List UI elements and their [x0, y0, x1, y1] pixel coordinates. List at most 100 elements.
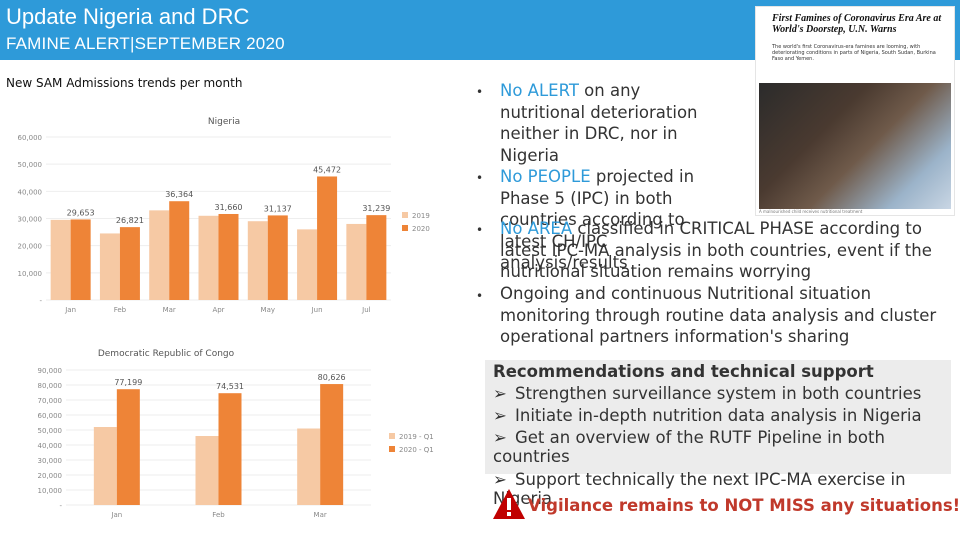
bar-2020 — [366, 215, 387, 300]
x-tick-label: Jan — [64, 306, 76, 314]
data-label: 26,821 — [116, 216, 144, 225]
data-label: 31,137 — [264, 204, 292, 213]
arrow-bullet-icon: ➢ — [493, 428, 507, 447]
bullet-dot: • — [476, 171, 484, 185]
x-tick-label: Feb — [212, 511, 225, 519]
bar-2020-q1 — [218, 393, 242, 505]
data-label: 29,653 — [67, 208, 95, 217]
bar-2020 — [169, 201, 190, 300]
y-tick-label: - — [39, 297, 42, 305]
y-tick-label: 50,000 — [38, 427, 63, 435]
legend-label: 2020 — [412, 225, 430, 233]
bullet-dot: • — [476, 289, 484, 303]
warning-icon — [493, 489, 525, 519]
bullet-highlight: No PEOPLE — [500, 167, 591, 186]
recommendation-item: ➢ Initiate in-depth nutrition data analys… — [493, 406, 922, 425]
bullet-dot: • — [476, 85, 484, 99]
bar-2019 — [346, 223, 367, 300]
recommendation-item: ➢ Strengthen surveillance system in both … — [493, 384, 921, 403]
arrow-bullet-icon: ➢ — [493, 406, 507, 425]
bar-2019 — [149, 210, 170, 300]
data-label: 77,199 — [114, 378, 142, 387]
y-tick-label: 90,000 — [38, 367, 63, 375]
bullet-text: Ongoing and continuous Nutritional situa… — [500, 283, 950, 348]
bullet-rest: on any nutritional deterioration neither… — [500, 81, 698, 165]
arrow-bullet-icon: ➢ — [493, 384, 507, 403]
y-tick-label: - — [59, 502, 62, 510]
legend-label: 2019 — [412, 212, 430, 220]
bullet-rest: projected in Phase 5 (IPC) in both count… — [500, 167, 695, 272]
y-tick-label: 40,000 — [38, 442, 63, 450]
y-tick-label: 20,000 — [38, 472, 63, 480]
bar-2019 — [198, 215, 219, 300]
y-tick-label: 40,000 — [18, 188, 43, 196]
y-tick-label: 60,000 — [18, 134, 43, 142]
nigeria-bar-chart: - 10,000 20,000 30,000 40,000 50,000 60,000 Nig… — [18, 117, 430, 314]
bullet-highlight: No ALERT — [500, 81, 579, 100]
bar-2019 — [297, 229, 318, 300]
data-label: 36,364 — [165, 190, 193, 199]
vigilance-message: Vigilance remains to NOT MISS any situat… — [528, 496, 960, 515]
bar-2019 — [247, 221, 268, 300]
y-tick-label: 80,000 — [38, 382, 63, 390]
x-tick-label: Mar — [314, 511, 327, 519]
data-label: 80,626 — [318, 373, 346, 382]
recommendation-item: ➢ Get an overview of the RUTF Pipeline in… — [493, 428, 933, 466]
bullet-dot: • — [476, 223, 484, 237]
x-tick-label: Feb — [114, 306, 127, 314]
bar-2019-q1 — [195, 436, 219, 505]
x-tick-label: May — [261, 306, 275, 314]
arrow-bullet-icon: ➢ — [493, 470, 507, 489]
bar-2019 — [99, 233, 120, 300]
y-tick-label: 10,000 — [18, 270, 43, 278]
legend-swatch — [389, 433, 395, 439]
data-label: 31,660 — [215, 203, 243, 212]
recommendation-text: Initiate in-depth nutrition data analysi… — [515, 406, 922, 425]
news-caption: A malnourished child receives nutritiona… — [759, 209, 863, 214]
drc-bar-chart: - 10,000 20,000 30,000 40,000 50,000 60,000 70,… — [38, 349, 434, 519]
bar-2020-q1 — [116, 389, 140, 505]
x-tick-label: Jun — [311, 306, 323, 314]
bar-2020 — [267, 215, 288, 300]
y-tick-label: 30,000 — [18, 216, 43, 224]
bullet-highlight: No AREA — [500, 219, 573, 238]
x-tick-label: Jan — [110, 511, 122, 519]
y-tick-label: 20,000 — [18, 243, 43, 251]
recommendation-text: Strengthen surveillance system in both c… — [515, 384, 922, 403]
bullet-text: No PEOPLE projected in Phase 5 (IPC) in … — [500, 166, 710, 274]
recommendations-box: Recommendations and technical support ➢ S… — [485, 360, 951, 508]
recommendation-text: Get an overview of the RUTF Pipeline in … — [493, 428, 885, 466]
x-tick-label: Apr — [212, 306, 224, 314]
data-label: 31,239 — [362, 204, 390, 213]
page-subtitle: FAMINE ALERT|SEPTEMBER 2020 — [6, 34, 285, 53]
bullet-rest: classified in CRITICAL PHASE according t… — [500, 219, 932, 281]
y-tick-label: 60,000 — [38, 412, 63, 420]
chart-title: Nigeria — [208, 117, 240, 127]
bar-2019 — [50, 219, 71, 300]
bullet-text: No ALERT on any nutritional deterioratio… — [500, 80, 710, 166]
data-label: 45,472 — [313, 165, 341, 174]
legend-label: 2019 - Q1 — [399, 433, 434, 441]
y-tick-label: 50,000 — [18, 161, 43, 169]
news-clipping: First Famines of Coronavirus Era Are at … — [755, 6, 955, 216]
bar-2020-q1 — [320, 384, 344, 505]
bar-2020 — [317, 176, 338, 300]
news-headline: First Famines of Coronavirus Era Are at … — [772, 13, 942, 35]
bar-2020 — [70, 219, 91, 300]
legend-swatch — [402, 212, 408, 218]
bar-2019-q1 — [297, 428, 321, 505]
news-photo — [759, 83, 951, 209]
legend-swatch — [389, 446, 395, 452]
recommendations-title: Recommendations and technical support — [493, 362, 874, 381]
bullet-rest: Ongoing and continuous Nutritional situa… — [500, 284, 937, 346]
news-body: The world's first Coronavirus-era famine… — [772, 44, 936, 62]
y-tick-label: 30,000 — [38, 457, 63, 465]
sam-section-title: New SAM Admissions trends per month — [6, 76, 243, 90]
y-tick-label: 10,000 — [38, 487, 63, 495]
bullet-text: No AREA classified in CRITICAL PHASE acc… — [500, 218, 950, 283]
x-tick-label: Jul — [361, 306, 371, 314]
bar-2019-q1 — [93, 427, 117, 505]
page-title: Update Nigeria and DRC — [6, 4, 250, 29]
legend-label: 2020 - Q1 — [399, 446, 434, 454]
y-tick-label: 70,000 — [38, 397, 63, 405]
